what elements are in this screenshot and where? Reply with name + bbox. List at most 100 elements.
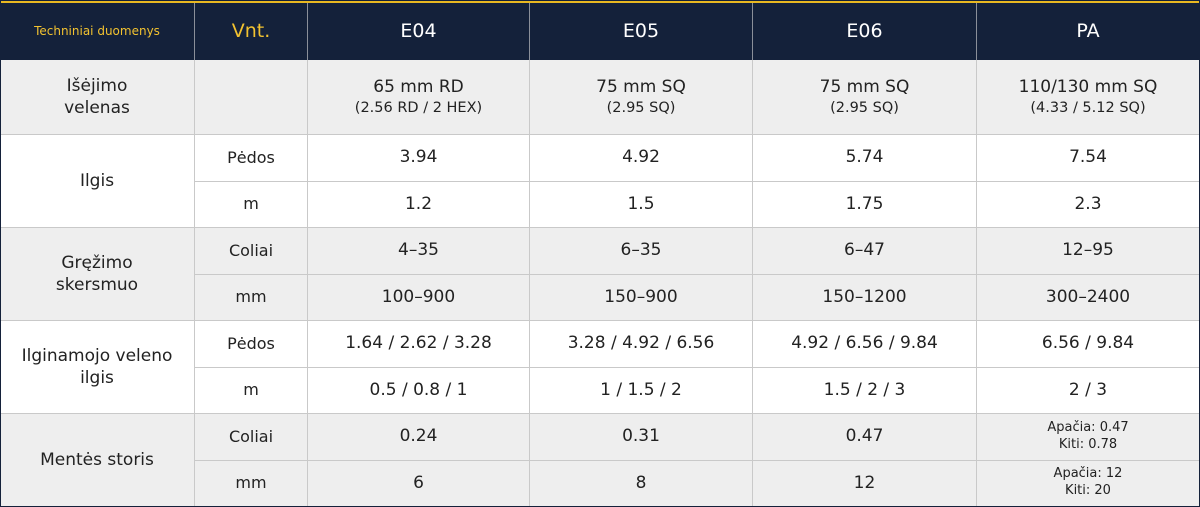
cell-text: 3.28 / 4.92 / 6.56 xyxy=(567,333,715,354)
value-cell: 1.5 xyxy=(530,181,753,228)
cell-text: Kiti: 0.78 xyxy=(1058,436,1118,452)
value-cell: Apačia: 12 Kiti: 20 xyxy=(977,460,1200,507)
group-label: Gręžimo skersmuo xyxy=(0,228,195,321)
cell-text: 75 mm SQ xyxy=(596,76,686,97)
value-cell: 150–900 xyxy=(530,274,753,321)
header-cell: E04 xyxy=(308,3,530,60)
value-cell: 1 / 1.5 / 2 xyxy=(530,367,753,414)
accent-line xyxy=(0,0,1200,3)
cell-text: Apačia: 12 xyxy=(1053,466,1123,482)
value-cell: 4.92 xyxy=(530,135,753,182)
cell-text: Coliai xyxy=(228,240,274,260)
cell-text: 1 / 1.5 / 2 xyxy=(600,379,682,400)
cell-text: 300–2400 xyxy=(1045,286,1131,307)
unit-cell: m xyxy=(195,367,308,414)
value-cell: 5.74 xyxy=(753,135,977,182)
value-cell: 1.75 xyxy=(753,181,977,228)
header-cell: Vnt. xyxy=(195,3,308,60)
cell-text: 75 mm SQ xyxy=(819,76,910,97)
value-cell: 6–35 xyxy=(530,228,753,275)
cell-text: 100–900 xyxy=(381,286,456,307)
group-label: Ilgis xyxy=(0,135,195,228)
value-cell: 0.24 xyxy=(308,414,530,461)
cell-text: m xyxy=(243,194,259,214)
unit-cell: Pėdos xyxy=(195,135,308,182)
cell-text: Ilgis xyxy=(79,170,115,191)
cell-text: 65 mm RD xyxy=(373,76,464,97)
cell-text: 150–900 xyxy=(604,286,678,307)
unit-cell: mm xyxy=(195,460,308,507)
cell-text: 6.56 / 9.84 xyxy=(1041,333,1135,354)
cell-text: Kiti: 20 xyxy=(1065,483,1111,499)
cell-text: 0.24 xyxy=(399,426,438,447)
cell-text: Pėdos xyxy=(227,333,275,353)
cell-text: mm xyxy=(235,473,267,493)
group-label: Išėjimo velenas xyxy=(0,60,195,135)
cell-text: Coliai xyxy=(228,426,274,446)
cell-text: 6 xyxy=(413,472,424,493)
cell-text: Vnt. xyxy=(231,19,271,42)
value-cell: 2 / 3 xyxy=(977,367,1200,414)
unit-cell: Coliai xyxy=(195,228,308,275)
cell-text: 0.5 / 0.8 / 1 xyxy=(369,379,468,400)
value-cell: 3.28 / 4.92 / 6.56 xyxy=(530,321,753,368)
cell-text: 12–95 xyxy=(1062,240,1114,261)
value-cell: 4–35 xyxy=(308,228,530,275)
cell-text: 1.5 / 2 / 3 xyxy=(823,379,906,400)
value-cell: 75 mm SQ (2.95 SQ) xyxy=(530,60,753,135)
cell-text: 4.92 xyxy=(622,147,660,168)
group-label: Ilginamojo veleno ilgis xyxy=(0,321,195,414)
unit-cell: Coliai xyxy=(195,414,308,461)
value-cell: 100–900 xyxy=(308,274,530,321)
value-cell: 0.31 xyxy=(530,414,753,461)
cell-text: Techniniai duomenys xyxy=(34,24,160,39)
cell-text: 0.31 xyxy=(622,426,660,447)
value-cell: 7.54 xyxy=(977,135,1200,182)
value-cell: 150–1200 xyxy=(753,274,977,321)
value-cell: 300–2400 xyxy=(977,274,1200,321)
cell-text: 1.64 / 2.62 / 3.28 xyxy=(345,333,492,354)
group-label: Mentės storis xyxy=(0,414,195,507)
value-cell: 2.3 xyxy=(977,181,1200,228)
value-cell: 6.56 / 9.84 xyxy=(977,321,1200,368)
value-cell: 75 mm SQ (2.95 SQ) xyxy=(753,60,977,135)
value-cell: 6–47 xyxy=(753,228,977,275)
cell-text: 1.75 xyxy=(845,193,884,214)
value-cell: 1.5 / 2 / 3 xyxy=(753,367,977,414)
cell-text: E04 xyxy=(400,19,437,42)
cell-text: 6–35 xyxy=(620,240,662,261)
cell-text: Mentės storis xyxy=(40,449,154,470)
cell-text: 2 / 3 xyxy=(1068,379,1108,400)
header-cell: E06 xyxy=(753,3,977,60)
value-cell: 110/130 mm SQ (4.33 / 5.12 SQ) xyxy=(977,60,1200,135)
cell-text: 7.54 xyxy=(1069,147,1107,168)
unit-cell: Pėdos xyxy=(195,321,308,368)
cell-text: (4.33 / 5.12 SQ) xyxy=(1030,99,1146,116)
value-cell: 8 xyxy=(530,460,753,507)
cell-text: 3.94 xyxy=(399,147,438,168)
value-cell: 1.64 / 2.62 / 3.28 xyxy=(308,321,530,368)
value-cell: 0.47 xyxy=(753,414,977,461)
cell-text: E05 xyxy=(622,19,660,42)
cell-text: 8 xyxy=(635,472,647,493)
value-cell: Apačia: 0.47 Kiti: 0.78 xyxy=(977,414,1200,461)
value-cell: 1.2 xyxy=(308,181,530,228)
unit-cell: mm xyxy=(195,274,308,321)
cell-text: 12 xyxy=(853,472,876,493)
cell-text: mm xyxy=(235,287,267,307)
value-cell: 6 xyxy=(308,460,530,507)
cell-text: 5.74 xyxy=(845,147,884,168)
value-cell: 12 xyxy=(753,460,977,507)
header-cell: Techniniai duomenys xyxy=(0,3,195,60)
value-cell: 65 mm RD (2.56 RD / 2 HEX) xyxy=(308,60,530,135)
value-cell: 0.5 / 0.8 / 1 xyxy=(308,367,530,414)
cell-text: E06 xyxy=(846,19,883,42)
cell-text: (2.95 SQ) xyxy=(830,99,899,116)
header-cell: PA xyxy=(977,3,1200,60)
cell-text: Ilginamojo veleno ilgis xyxy=(21,345,173,388)
cell-text: 6–47 xyxy=(844,240,885,261)
cell-text: Apačia: 0.47 xyxy=(1047,419,1129,435)
cell-text: Gręžimo skersmuo xyxy=(55,252,139,295)
cell-text: 2.3 xyxy=(1074,193,1102,214)
cell-text: (2.95 SQ) xyxy=(606,99,676,116)
